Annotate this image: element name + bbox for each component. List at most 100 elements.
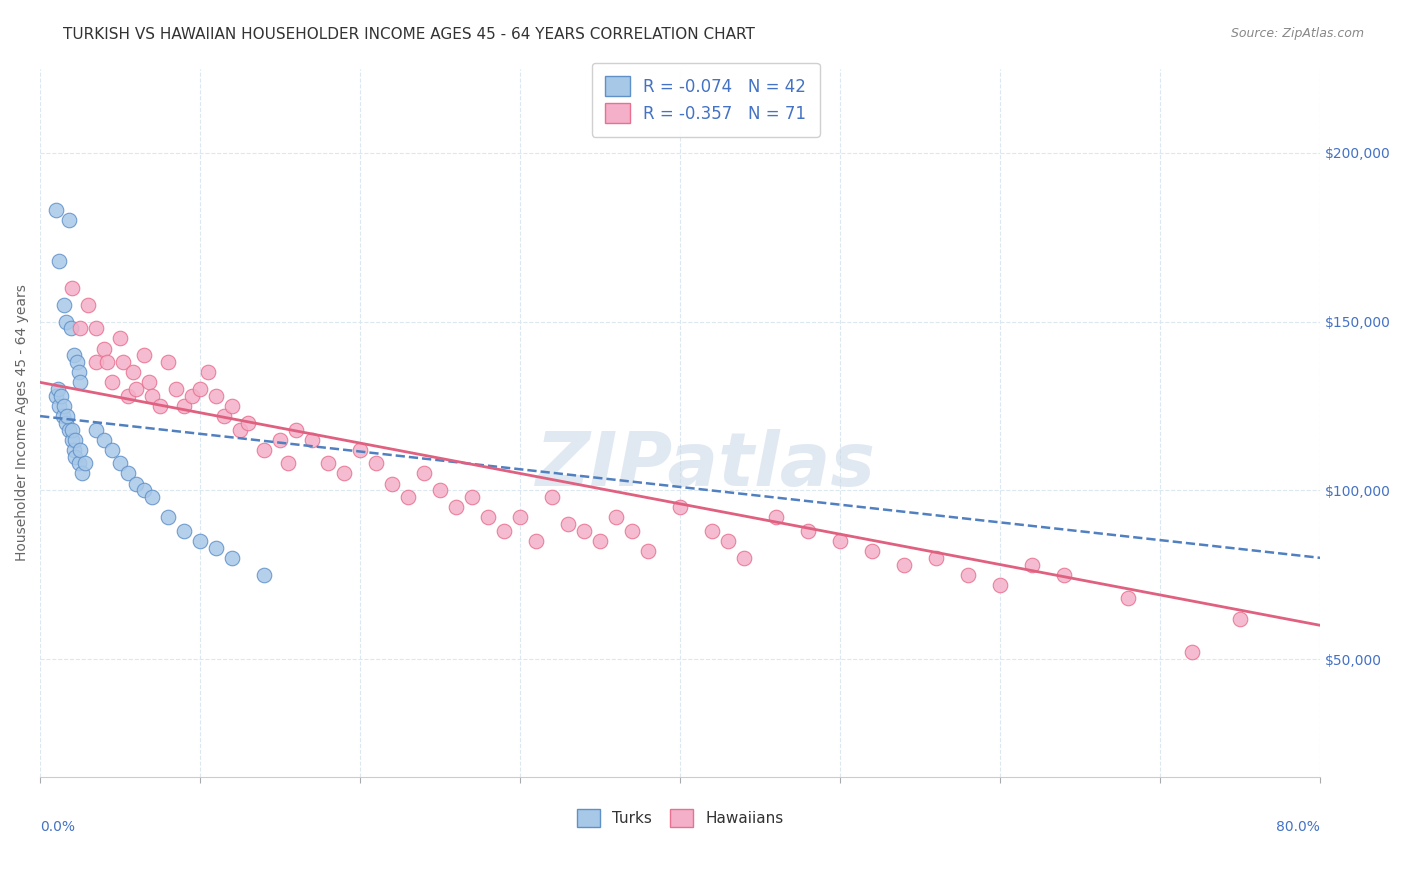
- Point: [396, 490, 419, 504]
- Point: [53, 399, 76, 413]
- Point: [221, 399, 243, 413]
- Legend: Turks, Hawaiians: Turks, Hawaiians: [571, 803, 790, 833]
- Point: [229, 423, 252, 437]
- Point: [277, 456, 299, 470]
- Point: [733, 550, 755, 565]
- Text: 80.0%: 80.0%: [1277, 820, 1320, 834]
- Point: [702, 524, 724, 538]
- Point: [48, 253, 70, 268]
- Point: [253, 567, 276, 582]
- Point: [236, 416, 259, 430]
- Point: [55, 416, 77, 430]
- Point: [45, 389, 67, 403]
- Point: [269, 433, 291, 447]
- Point: [58, 213, 80, 227]
- Point: [221, 550, 243, 565]
- Point: [765, 510, 787, 524]
- Y-axis label: Householder Income Ages 45 - 64 years: Householder Income Ages 45 - 64 years: [15, 285, 30, 561]
- Point: [125, 476, 148, 491]
- Point: [494, 524, 516, 538]
- Point: [444, 500, 467, 515]
- Point: [125, 382, 148, 396]
- Point: [77, 298, 100, 312]
- Point: [58, 423, 80, 437]
- Point: [637, 544, 659, 558]
- Text: ZIPatlas: ZIPatlas: [536, 429, 876, 502]
- Point: [60, 423, 83, 437]
- Point: [149, 399, 172, 413]
- Point: [122, 365, 145, 379]
- Point: [51, 409, 73, 423]
- Point: [461, 490, 484, 504]
- Point: [1021, 558, 1043, 572]
- Point: [477, 510, 499, 524]
- Point: [59, 321, 82, 335]
- Point: [860, 544, 883, 558]
- Point: [66, 355, 89, 369]
- Point: [93, 433, 115, 447]
- Point: [173, 399, 195, 413]
- Point: [621, 524, 644, 538]
- Point: [797, 524, 820, 538]
- Point: [46, 382, 69, 396]
- Point: [108, 331, 131, 345]
- Point: [1053, 567, 1076, 582]
- Point: [316, 456, 339, 470]
- Point: [717, 533, 740, 548]
- Point: [101, 376, 124, 390]
- Point: [84, 355, 107, 369]
- Point: [84, 321, 107, 335]
- Point: [141, 490, 163, 504]
- Point: [1229, 611, 1251, 625]
- Point: [605, 510, 627, 524]
- Point: [301, 433, 323, 447]
- Point: [212, 409, 235, 423]
- Point: [925, 550, 948, 565]
- Point: [108, 456, 131, 470]
- Point: [134, 483, 156, 498]
- Point: [84, 423, 107, 437]
- Point: [93, 342, 115, 356]
- Point: [67, 365, 90, 379]
- Point: [141, 389, 163, 403]
- Point: [157, 355, 180, 369]
- Point: [134, 348, 156, 362]
- Point: [285, 423, 308, 437]
- Point: [117, 467, 139, 481]
- Point: [830, 533, 852, 548]
- Point: [157, 510, 180, 524]
- Point: [165, 382, 187, 396]
- Point: [572, 524, 595, 538]
- Point: [69, 321, 91, 335]
- Point: [69, 376, 91, 390]
- Point: [205, 541, 228, 555]
- Point: [173, 524, 195, 538]
- Point: [62, 442, 84, 457]
- Point: [65, 433, 87, 447]
- Point: [541, 490, 564, 504]
- Point: [589, 533, 612, 548]
- Point: [45, 203, 67, 218]
- Point: [988, 578, 1011, 592]
- Point: [112, 355, 135, 369]
- Point: [138, 376, 160, 390]
- Point: [62, 348, 84, 362]
- Point: [557, 517, 579, 532]
- Point: [509, 510, 531, 524]
- Point: [70, 467, 93, 481]
- Point: [96, 355, 118, 369]
- Point: [117, 389, 139, 403]
- Point: [413, 467, 436, 481]
- Point: [65, 450, 87, 464]
- Point: [524, 533, 547, 548]
- Point: [60, 433, 83, 447]
- Point: [366, 456, 388, 470]
- Point: [349, 442, 371, 457]
- Point: [188, 533, 211, 548]
- Point: [253, 442, 276, 457]
- Point: [53, 298, 76, 312]
- Point: [181, 389, 204, 403]
- Text: TURKISH VS HAWAIIAN HOUSEHOLDER INCOME AGES 45 - 64 YEARS CORRELATION CHART: TURKISH VS HAWAIIAN HOUSEHOLDER INCOME A…: [63, 27, 755, 42]
- Point: [73, 456, 96, 470]
- Point: [1116, 591, 1139, 606]
